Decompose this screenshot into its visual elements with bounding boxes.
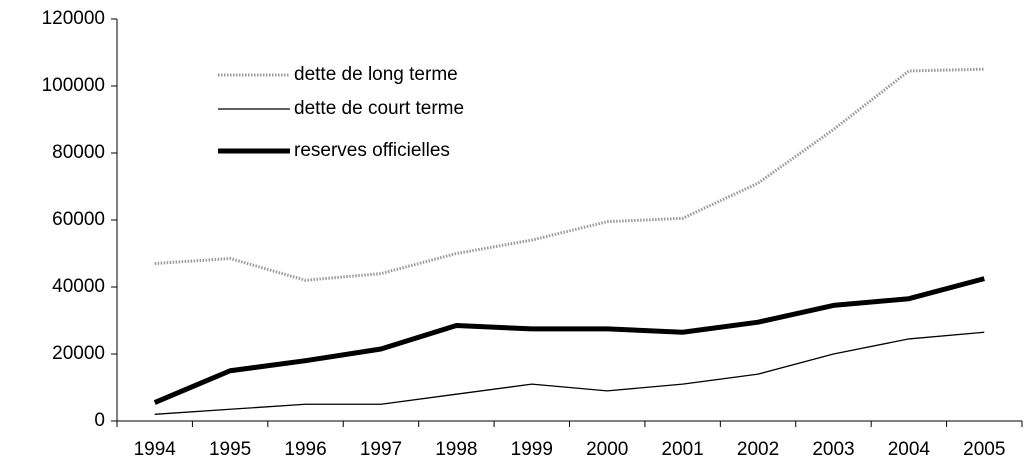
y-tick-label: 40000 — [52, 276, 105, 297]
x-tick-label: 2005 — [963, 439, 1005, 460]
x-tick-label: 1995 — [209, 439, 251, 460]
x-tick-label: 2000 — [586, 439, 628, 460]
y-tick-label: 20000 — [52, 343, 105, 364]
legend-label: dette de court terme — [294, 98, 464, 119]
legend-label: dette de long terme — [294, 64, 458, 85]
x-tick-label: 1999 — [511, 439, 553, 460]
x-tick-label: 1997 — [360, 439, 402, 460]
x-tick-label: 2001 — [661, 439, 703, 460]
y-tick-label: 60000 — [52, 209, 105, 230]
legend-label: reserves officielles — [294, 140, 450, 161]
y-tick-label: 100000 — [42, 75, 105, 96]
y-tick-label: 120000 — [42, 8, 105, 29]
x-tick-label: 1994 — [134, 439, 177, 460]
x-tick-label: 2004 — [888, 439, 931, 460]
y-tick-label: 80000 — [52, 142, 105, 163]
x-tick-label: 1998 — [435, 439, 477, 460]
series-line — [153, 276, 985, 405]
x-tick-label: 2002 — [737, 439, 779, 460]
x-tick-label: 1996 — [284, 439, 326, 460]
series-line — [154, 67, 985, 282]
series-line — [154, 331, 985, 415]
x-tick-label: 2003 — [812, 439, 854, 460]
y-tick-label: 0 — [94, 410, 105, 431]
